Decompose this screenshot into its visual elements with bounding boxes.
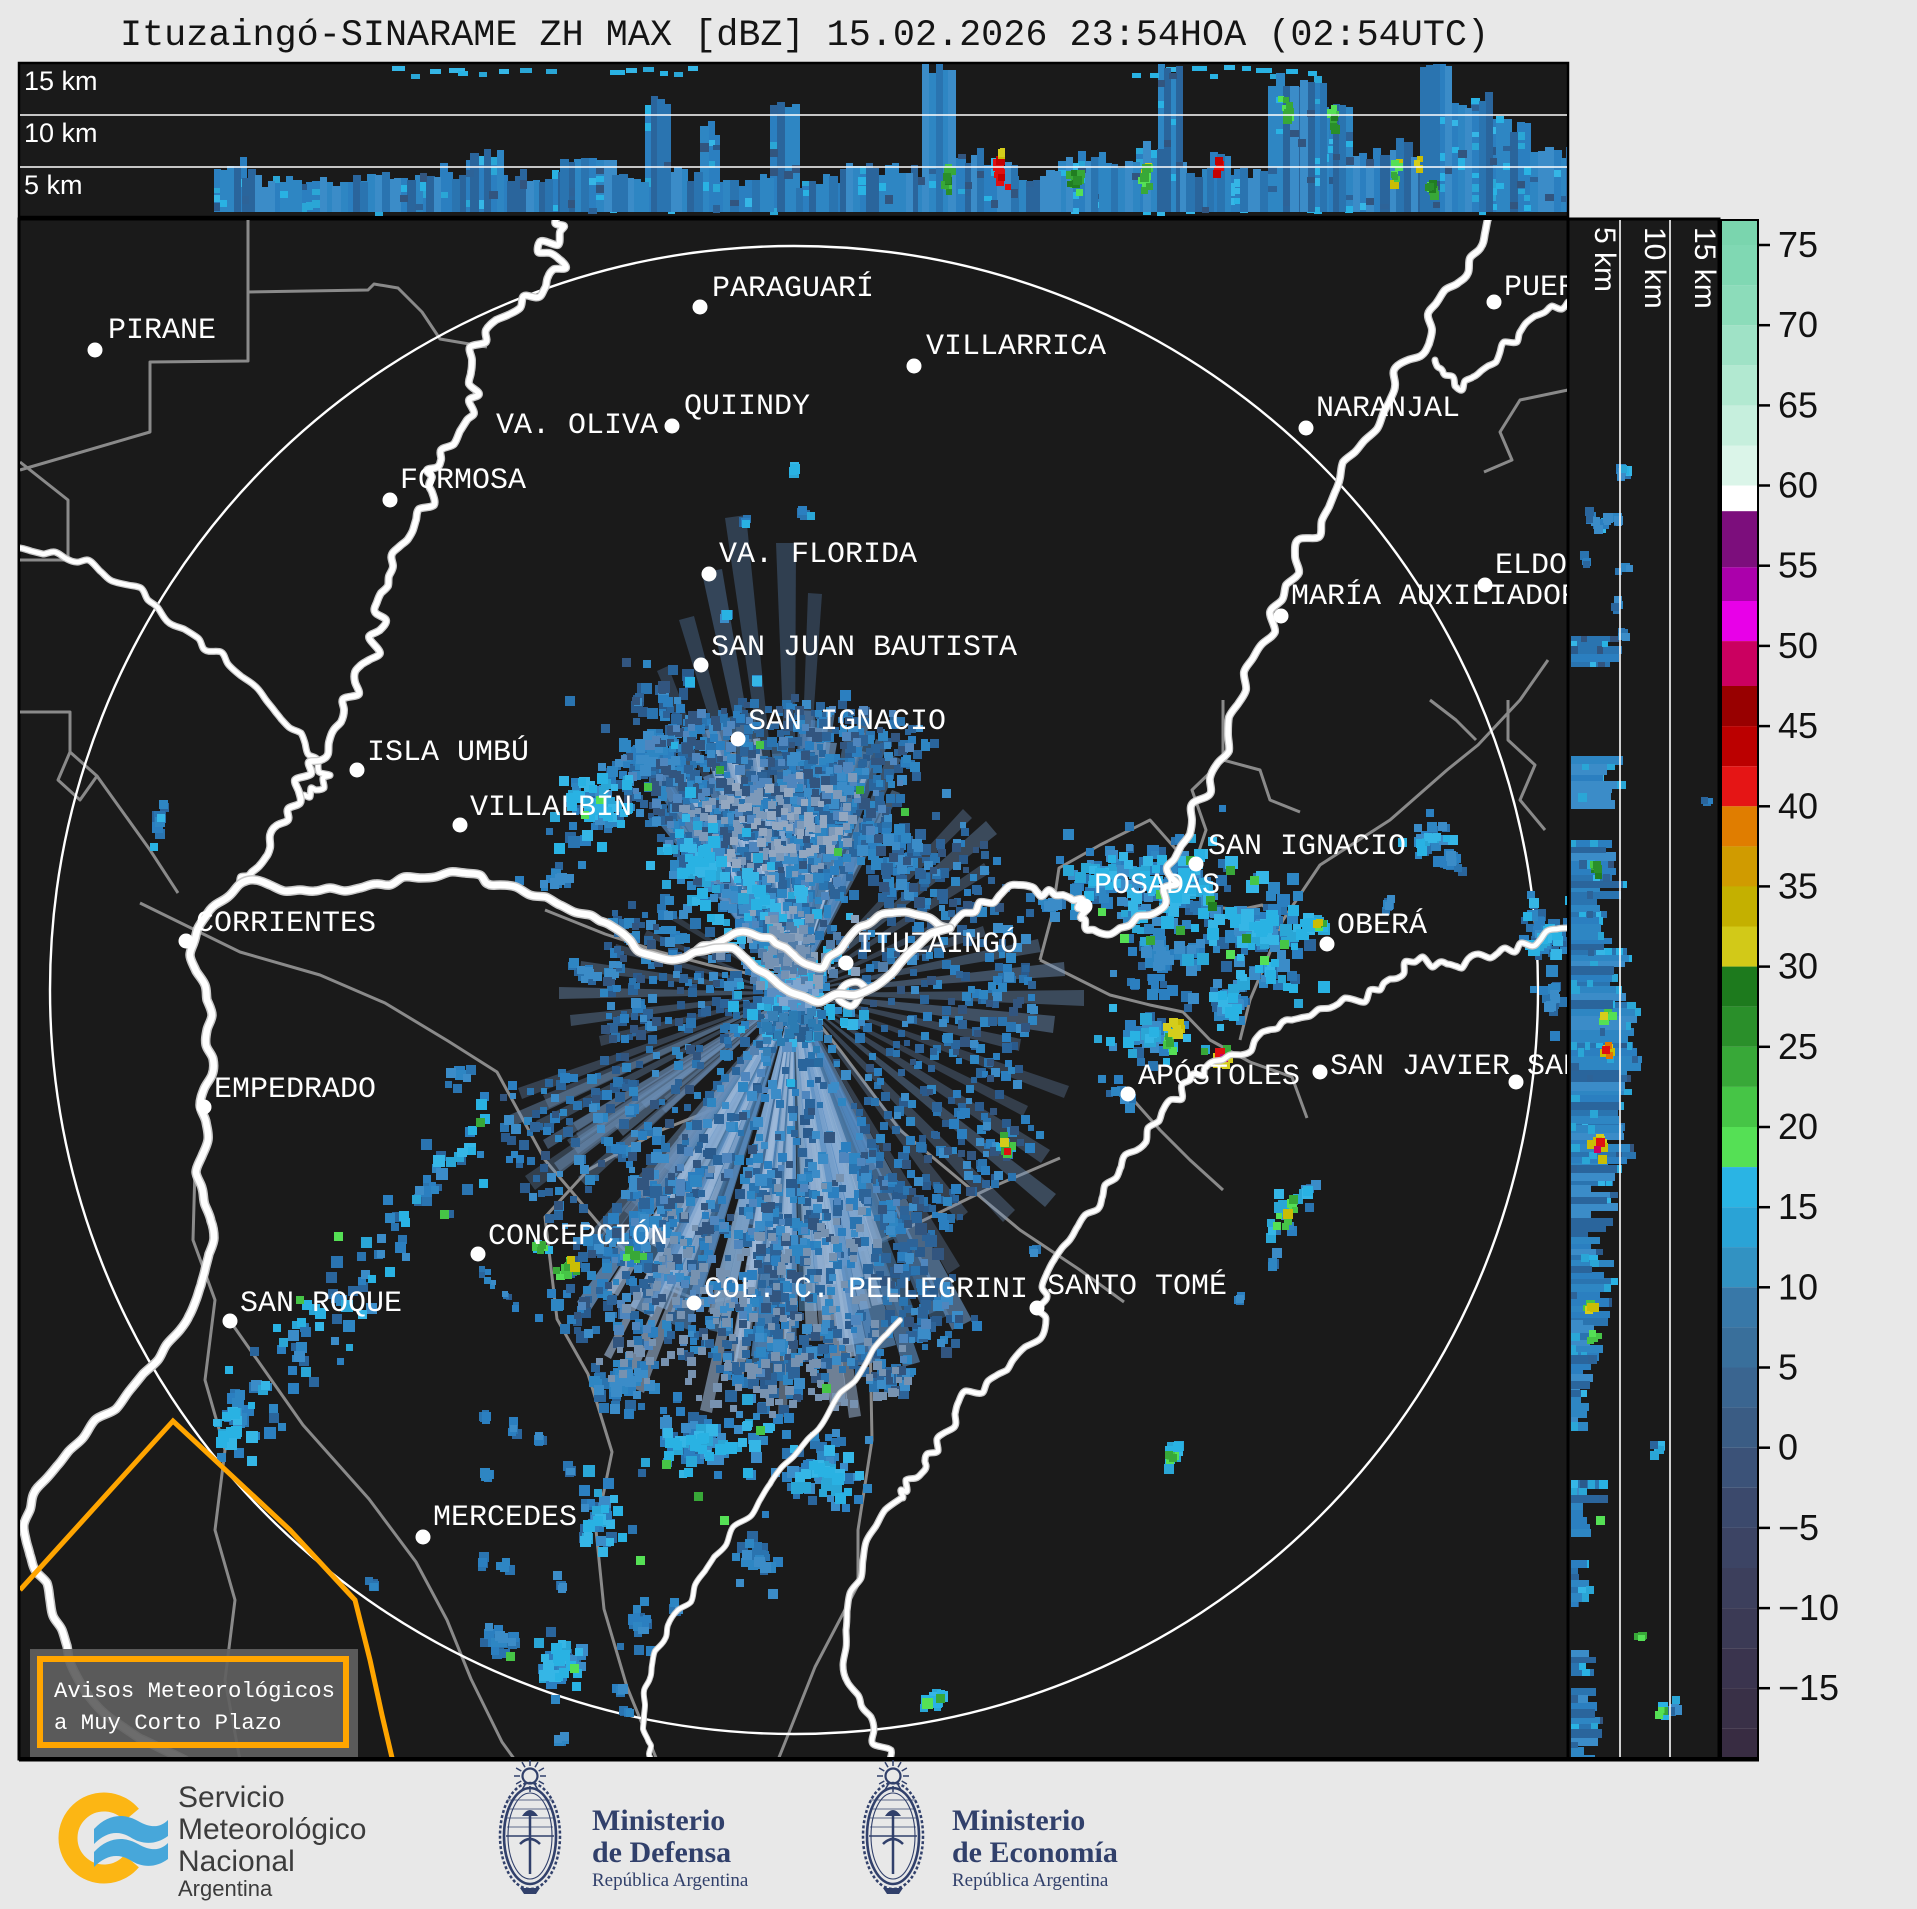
svg-text:Ministerio: Ministerio <box>952 1804 1085 1837</box>
svg-text:Meteorológico: Meteorológico <box>178 1813 366 1846</box>
svg-text:Ministerio: Ministerio <box>592 1804 725 1837</box>
svg-text:ITUZAINGÓ: ITUZAINGÓ <box>856 927 1018 962</box>
svg-text:Ituzaingó-SINARAME ZH MAX [dBZ: Ituzaingó-SINARAME ZH MAX [dBZ] 15.02.20… <box>120 15 1489 57</box>
svg-text:10 km: 10 km <box>1638 227 1671 309</box>
svg-text:ELDORADO: ELDORADO <box>1495 549 1639 583</box>
svg-text:VILLARRICA: VILLARRICA <box>926 330 1106 364</box>
svg-text:PUERTO RICO: PUERTO RICO <box>1504 271 1702 305</box>
svg-text:MERCEDES: MERCEDES <box>433 1501 577 1535</box>
svg-text:0: 0 <box>1778 1427 1798 1468</box>
svg-text:de Economía: de Economía <box>952 1836 1118 1869</box>
svg-text:SANTO TOMÉ: SANTO TOMÉ <box>1047 1269 1227 1304</box>
svg-text:VA. OLIVA: VA. OLIVA <box>496 409 658 443</box>
svg-text:SAN: SAN <box>1527 1050 1581 1084</box>
svg-text:POSADAS: POSADAS <box>1094 869 1220 903</box>
svg-text:Nacional: Nacional <box>178 1845 295 1878</box>
svg-text:MARÍA AUXILIADORA: MARÍA AUXILIADORA <box>1291 579 1597 614</box>
svg-text:10 km: 10 km <box>24 118 98 148</box>
svg-text:45: 45 <box>1778 705 1818 746</box>
svg-text:SAN JUAN BAUTISTA: SAN JUAN BAUTISTA <box>711 631 1017 665</box>
svg-text:República Argentina: República Argentina <box>592 1870 749 1891</box>
svg-text:Argentina: Argentina <box>178 1876 273 1901</box>
svg-text:Avisos Meteorológicos: Avisos Meteorológicos <box>54 1678 335 1704</box>
svg-text:15 km: 15 km <box>1688 227 1721 309</box>
svg-text:15: 15 <box>1778 1186 1818 1227</box>
svg-text:30: 30 <box>1778 946 1818 987</box>
svg-text:VA. FLORIDA: VA. FLORIDA <box>719 538 917 572</box>
svg-text:−10: −10 <box>1778 1587 1839 1628</box>
svg-text:15 km: 15 km <box>24 66 98 96</box>
svg-text:APÓSTOLES: APÓSTOLES <box>1138 1059 1300 1094</box>
svg-text:OBERÁ: OBERÁ <box>1337 908 1427 943</box>
svg-text:40: 40 <box>1778 785 1818 826</box>
svg-text:QUIINDY: QUIINDY <box>684 390 810 424</box>
svg-text:VILLALBÍN: VILLALBÍN <box>470 790 632 825</box>
svg-text:SAN JAVIER: SAN JAVIER <box>1330 1050 1510 1084</box>
svg-text:20: 20 <box>1778 1106 1818 1147</box>
svg-text:35: 35 <box>1778 865 1818 906</box>
svg-text:PARAGUARÍ: PARAGUARÍ <box>712 271 874 306</box>
svg-text:a Muy Corto Plazo: a Muy Corto Plazo <box>54 1710 281 1736</box>
svg-text:NARANJAL: NARANJAL <box>1316 392 1460 426</box>
svg-text:SAN IGNACIO: SAN IGNACIO <box>748 705 946 739</box>
svg-text:CORRIENTES: CORRIENTES <box>196 907 376 941</box>
svg-text:República Argentina: República Argentina <box>952 1870 1109 1891</box>
svg-text:75: 75 <box>1778 224 1818 265</box>
svg-text:5: 5 <box>1778 1347 1798 1388</box>
svg-text:−5: −5 <box>1778 1507 1819 1548</box>
svg-text:SAN ROQUE: SAN ROQUE <box>240 1287 402 1321</box>
svg-text:60: 60 <box>1778 465 1818 506</box>
svg-text:SAN IGNACIO: SAN IGNACIO <box>1208 830 1406 864</box>
svg-text:EMPEDRADO: EMPEDRADO <box>214 1073 376 1107</box>
svg-text:CONCEPCIÓN: CONCEPCIÓN <box>488 1219 668 1254</box>
svg-text:FORMOSA: FORMOSA <box>400 464 526 498</box>
svg-text:−15: −15 <box>1778 1667 1839 1708</box>
svg-text:10: 10 <box>1778 1266 1818 1307</box>
svg-text:5 km: 5 km <box>1588 227 1621 292</box>
svg-text:PIRANE: PIRANE <box>108 314 216 348</box>
svg-text:55: 55 <box>1778 545 1818 586</box>
svg-text:65: 65 <box>1778 384 1818 425</box>
svg-text:70: 70 <box>1778 304 1818 345</box>
svg-text:Servicio: Servicio <box>178 1781 285 1814</box>
svg-text:ISLA UMBÚ: ISLA UMBÚ <box>367 735 529 770</box>
svg-text:5 km: 5 km <box>24 170 83 200</box>
svg-text:25: 25 <box>1778 1026 1818 1067</box>
svg-text:COL. C. PELLEGRINI: COL. C. PELLEGRINI <box>704 1273 1028 1307</box>
svg-text:de Defensa: de Defensa <box>592 1836 731 1869</box>
svg-text:50: 50 <box>1778 625 1818 666</box>
